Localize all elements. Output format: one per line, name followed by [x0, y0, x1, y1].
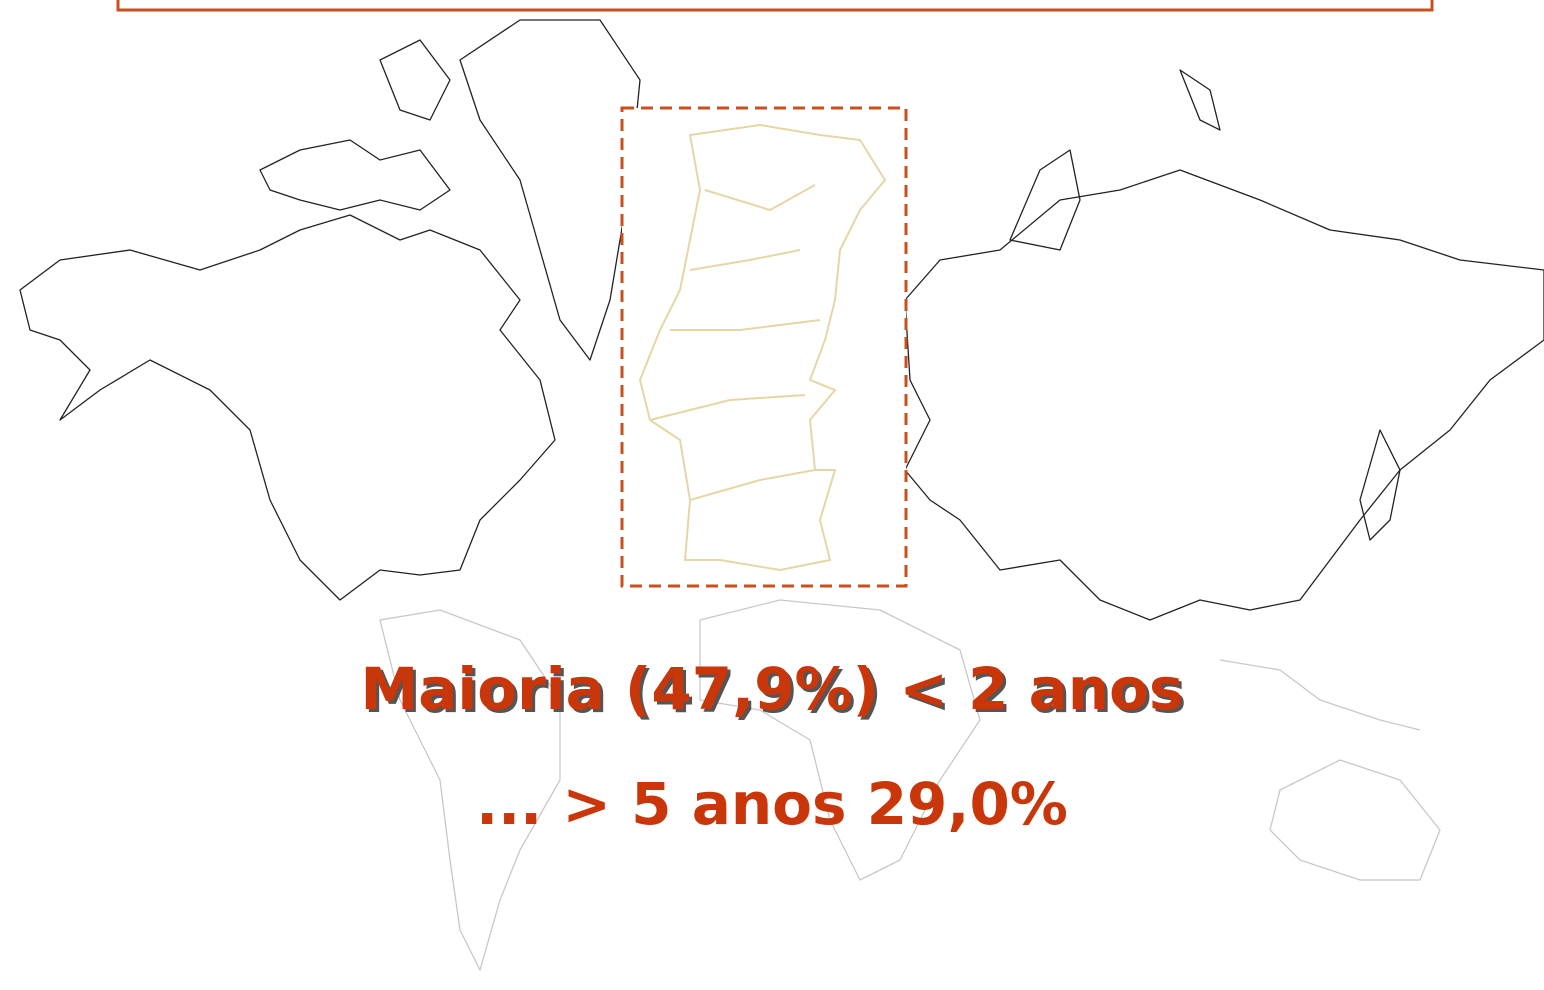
south-america	[379, 609, 561, 971]
scandinavia	[1009, 69, 1221, 251]
subline: ... > 5 anos 29,0%	[476, 770, 1068, 838]
portugal	[639, 124, 886, 571]
portugal-box	[620, 106, 908, 588]
top-box	[116, 0, 1434, 12]
indonesia	[1219, 659, 1421, 731]
greenland	[459, 19, 641, 361]
arctic-islands	[259, 39, 451, 211]
japan	[1359, 429, 1401, 541]
africa	[699, 599, 981, 881]
headline: Maioria (47,9%) < 2 anos	[360, 655, 1184, 723]
north-america	[19, 214, 556, 601]
australia	[1269, 759, 1441, 881]
eurasia	[904, 169, 1544, 621]
